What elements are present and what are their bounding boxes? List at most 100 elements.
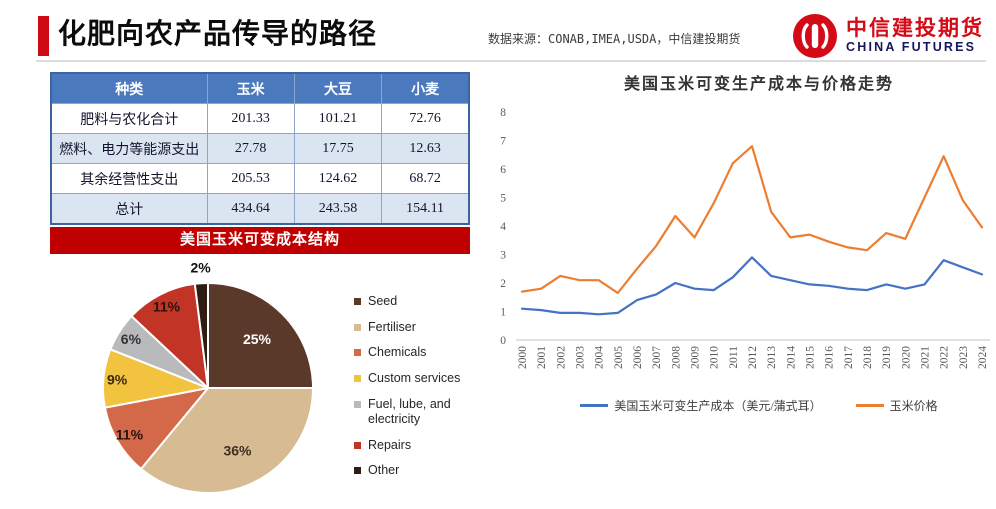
citic-logo-icon: [793, 14, 837, 58]
table-cell: 101.21: [293, 103, 383, 134]
line-series: [520, 145, 984, 295]
table-cell: 72.76: [381, 103, 470, 134]
line-chart-block: 美国玉米可变生产成本与价格走势 0 1 2 3 4 5 6 7 8 2000 2001 2002 200…: [488, 70, 996, 414]
x-axis-tick-label: 2019: [881, 346, 893, 369]
table-row: 总计 434.64 243.58 154.11: [50, 193, 470, 225]
pie-legend-item: Fertiliser: [354, 320, 494, 336]
table-cell: 12.63: [381, 133, 470, 164]
x-axis-tick-label: 2017: [843, 346, 855, 369]
pie-legend-label: Repairs: [368, 437, 412, 452]
x-axis-tick-label: 2012: [747, 346, 759, 369]
x-axis-tick-label: 2007: [651, 346, 663, 369]
pie-legend-marker: [354, 323, 361, 331]
pie-legend-marker: [354, 400, 361, 408]
x-axis-tick-label: 2008: [670, 346, 682, 369]
table-cell: 205.53: [206, 163, 295, 194]
x-axis-tick-label: 2001: [536, 346, 548, 369]
x-axis-tick-label: 2020: [900, 346, 912, 369]
pie-legend-item: Fuel, lube, and electricity: [354, 397, 494, 428]
pie-slice-label: 6%: [121, 331, 142, 347]
cost-table: 种类 玉米 大豆 小麦 肥料与农化合计 201.33 101.21 72.76 燃料、电力等能…: [50, 72, 470, 225]
table-cell: 124.62: [293, 163, 383, 194]
table-header-cell: 小麦: [381, 72, 470, 104]
x-axis-tick-label: 2004: [594, 346, 606, 369]
table-cell: 154.11: [381, 193, 470, 225]
pie-legend-label: Seed: [368, 294, 398, 308]
table-row: 其余经营性支出 205.53 124.62 68.72: [50, 163, 470, 194]
pie-legend-item: Repairs: [354, 438, 494, 454]
y-axis-tick-label: 7: [500, 136, 506, 148]
x-axis-tick-label: 2010: [709, 346, 721, 369]
pie-legend-marker: [354, 374, 361, 382]
pie-legend-label: Fuel, lube, and electricity: [368, 396, 451, 427]
table-header-cell: 种类: [50, 72, 208, 104]
table-header-cell: 大豆: [293, 72, 383, 104]
x-axis-tick-label: 2014: [785, 346, 797, 369]
y-axis-tick-label: 6: [500, 164, 506, 176]
line-chart: 0 1 2 3 4 5 6 7 8 2000 2001 2002 2003 2004 2005 2006 200…: [500, 107, 990, 369]
pie-legend-label: Fertiliser: [368, 319, 416, 334]
table-row: 肥料与农化合计 201.33 101.21 72.76: [50, 103, 470, 134]
cost-table-header-row: 种类 玉米 大豆 小麦: [50, 72, 470, 104]
y-axis-tick-label: 0: [500, 335, 506, 347]
line-chart-title: 美国玉米可变生产成本与价格走势: [623, 76, 894, 93]
x-axis-tick-label: 2023: [958, 346, 970, 369]
page-title: 化肥向农产品传导的路径: [58, 18, 378, 49]
x-axis-tick-label: 2018: [862, 346, 874, 369]
pie-legend-label: Other: [368, 463, 400, 478]
pie-slice: [140, 387, 314, 494]
pie-slice-label: 36%: [223, 443, 252, 459]
y-axis-tick-label: 2: [500, 278, 506, 290]
pie-slice-label: 2%: [190, 260, 211, 276]
line-legend-label: 美国玉米可变生产成本（美元/蒲式耳）: [614, 399, 822, 413]
line-legend-item: 玉米价格: [855, 397, 938, 414]
company-logo: 中信建投期货 CHINA FUTURES: [792, 13, 984, 59]
x-axis-tick-label: 2009: [690, 346, 702, 369]
y-axis-tick-label: 3: [500, 250, 506, 262]
table-cell: 434.64: [206, 193, 295, 225]
pie-legend-marker: [354, 349, 361, 357]
table-row-label: 燃料、电力等能源支出: [50, 133, 208, 164]
pie-legend-item: Seed: [354, 294, 494, 310]
x-axis-tick-label: 2013: [766, 346, 778, 369]
pie-legend: Seed Fertiliser Chemicals Custom services Fu…: [354, 294, 494, 479]
table-cell: 201.33: [206, 103, 295, 134]
pie-slice: [130, 282, 209, 389]
table-cell: 17.75: [293, 133, 383, 164]
table-row-label: 其余经营性支出: [50, 163, 208, 194]
line-legend-item: 美国玉米可变生产成本（美元/蒲式耳）: [580, 397, 822, 414]
pie-legend-marker: [354, 298, 361, 305]
x-axis-tick-label: 2000: [517, 346, 529, 369]
header-divider: [36, 60, 986, 62]
x-axis-tick-label: 2022: [939, 346, 951, 369]
y-axis-tick-label: 5: [500, 193, 506, 205]
pie-slice-label: 25%: [243, 331, 272, 347]
line-legend-swatch: [855, 404, 884, 407]
x-axis-tick-label: 2006: [632, 346, 644, 369]
table-cell: 243.58: [293, 193, 383, 225]
line-series: [520, 256, 984, 316]
line-legend-label: 玉米价格: [889, 399, 938, 413]
y-axis-tick-label: 4: [500, 221, 506, 233]
x-axis-tick-label: 2003: [575, 346, 587, 369]
logo-cn-text: 中信建投期货: [846, 15, 984, 40]
pie-legend-item: Chemicals: [354, 345, 494, 361]
pie-slice-label: 11%: [116, 427, 144, 443]
pie-chart-banner: 美国玉米可变成本结构: [50, 227, 470, 254]
pie-slice-label: 11%: [153, 299, 181, 315]
pie-legend-item: Custom services: [354, 371, 494, 387]
pie-legend-label: Chemicals: [368, 345, 427, 360]
x-axis-tick-label: 2005: [613, 346, 625, 369]
line-chart-legend: 美国玉米可变生产成本（美元/蒲式耳） 玉米价格: [522, 397, 996, 414]
table-header-cell: 玉米: [206, 72, 295, 104]
pie-chart: 25% 36% 11% 9% 6% 11% 2%: [102, 260, 314, 494]
pie-slice: [207, 282, 314, 389]
logo-text: 中信建投期货 CHINA FUTURES: [846, 15, 984, 55]
pie-slice-label: 9%: [107, 371, 128, 387]
pie-legend-item: Other: [354, 463, 494, 479]
pie-legend-marker: [354, 467, 361, 475]
table-cell: 68.72: [381, 163, 470, 194]
pie-slice: [193, 281, 209, 389]
table-row: 燃料、电力等能源支出 27.78 17.75 12.63: [50, 133, 470, 164]
